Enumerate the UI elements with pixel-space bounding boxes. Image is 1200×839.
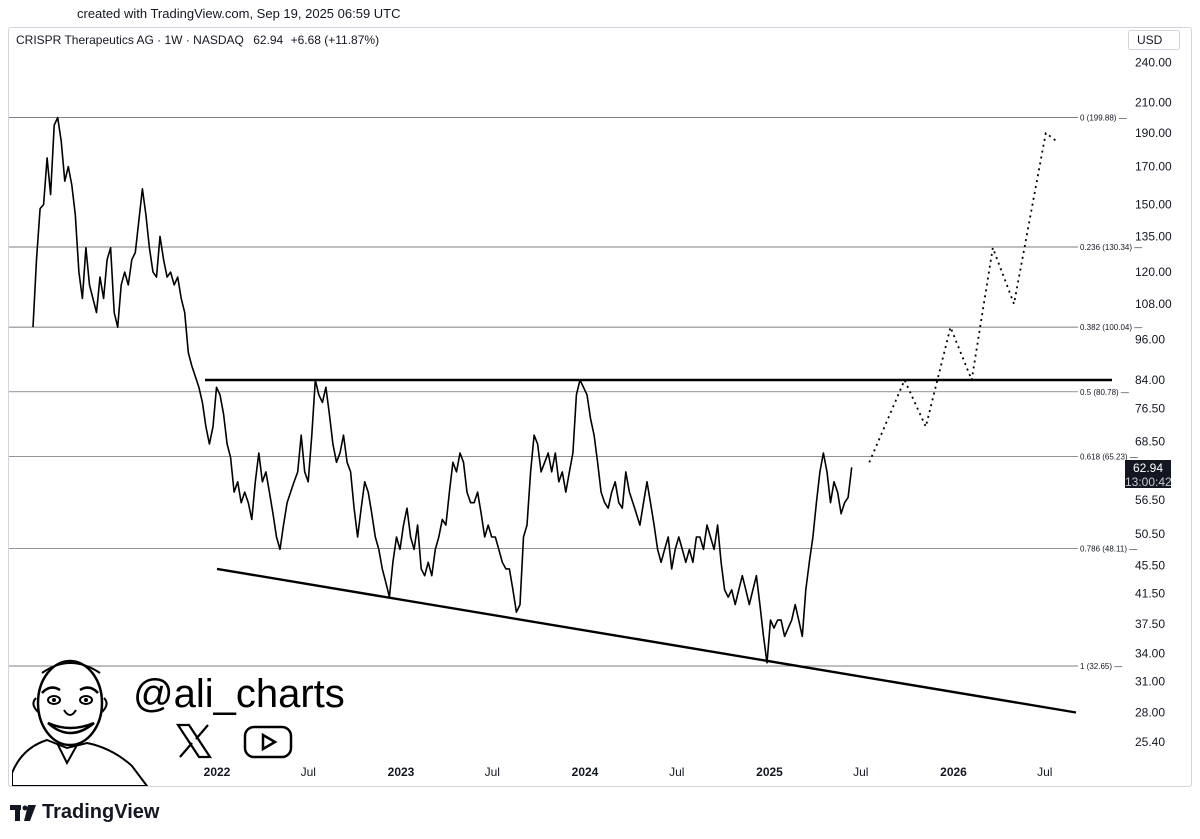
youtube-logo-icon[interactable] [243,724,293,760]
symbol-name: CRISPR Therapeutics AG · 1W · NASDAQ [16,33,244,47]
y-tick-label: 150.00 [1135,198,1172,212]
y-tick-label: 45.50 [1135,559,1165,573]
fib-level-label: 0.236 (130.34) — [1080,243,1142,252]
y-tick-label: 37.50 [1135,617,1165,631]
x-tick-label: 2022 [204,765,231,779]
fib-level-label: 0.382 (100.04) — [1080,323,1142,332]
x-tick-label: Jul [853,765,868,779]
y-tick-label: 31.00 [1135,675,1165,689]
y-tick-label: 108.00 [1135,297,1172,311]
last-price-value: 62.94 [1132,461,1164,475]
last-price-badge: 62.94 13:00:42 [1125,460,1172,489]
cartoon-avatar-icon [12,659,149,786]
created-with-caption: created with TradingView.com, Sep 19, 20… [77,6,401,21]
chart-frame [8,27,1192,787]
y-tick-label: 68.50 [1135,435,1165,449]
y-tick-label: 50.50 [1135,527,1165,541]
y-tick-label: 25.40 [1135,735,1165,749]
y-tick-label: 34.00 [1135,647,1165,661]
y-tick-label: 84.00 [1135,373,1165,387]
y-tick-label: 190.00 [1135,126,1172,140]
y-tick-label: 135.00 [1135,229,1172,243]
y-tick-label: 41.50 [1135,586,1165,600]
x-tick-label: Jul [485,765,500,779]
support-trendline [216,567,1077,714]
symbol-legend: CRISPR Therapeutics AG · 1W · NASDAQ 62.… [16,33,379,47]
tradingview-logo-icon [10,804,36,821]
y-tick-label: 76.50 [1135,401,1165,415]
x-tick-label: 2024 [572,765,599,779]
fib-level-label: 0.786 (48.11) — [1080,545,1137,554]
fib-level-label: 0.5 (80.78) — [1080,388,1129,397]
x-logo-icon[interactable] [175,722,213,760]
currency-button[interactable]: USD [1128,30,1180,50]
legend-change: +6.68 (+11.87%) [290,33,380,47]
y-tick-label: 170.00 [1135,160,1172,174]
y-tick-label: 210.00 [1135,96,1172,110]
currency-label: USD [1137,33,1163,47]
x-tick-label: 2023 [388,765,415,779]
legend-price: 62.94 [253,33,284,47]
watermark-handle: @ali_charts [133,672,345,716]
bar-countdown: 13:00:42 [1125,475,1172,489]
x-tick-label: Jul [669,765,684,779]
x-tick-label: 2026 [940,765,967,779]
x-tick-label: Jul [1037,765,1052,779]
y-tick-label: 96.00 [1135,333,1165,347]
x-tick-label: 2025 [756,765,783,779]
y-tick-label: 120.00 [1135,265,1172,279]
y-tick-label: 240.00 [1135,55,1172,69]
fib-level-label: 1 (32.65) — [1080,662,1122,671]
y-tick-label: 56.50 [1135,493,1165,507]
fib-level-label: 0 (199.88) — [1080,114,1127,123]
projection-series-line [868,132,1057,463]
fib-level-label: 0.618 (65.23) — [1080,453,1138,462]
price-series-line [32,116,853,664]
tradingview-footer-logo[interactable]: TradingView [10,801,159,824]
y-tick-label: 28.00 [1135,705,1165,719]
tradingview-brand: TradingView [42,801,160,823]
x-tick-label: Jul [301,765,316,779]
